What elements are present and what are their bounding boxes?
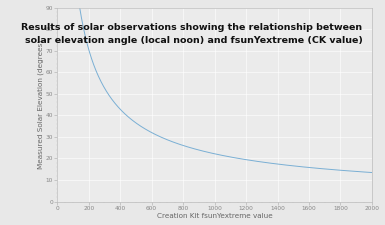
Y-axis label: Measured Solar Elevation (degrees): Measured Solar Elevation (degrees) [38,40,44,169]
Text: Results of solar observations showing the relationship between
solar elevation a: Results of solar observations showing th… [22,23,363,45]
X-axis label: Creation Kit fsunYextreme value: Creation Kit fsunYextreme value [157,214,273,219]
